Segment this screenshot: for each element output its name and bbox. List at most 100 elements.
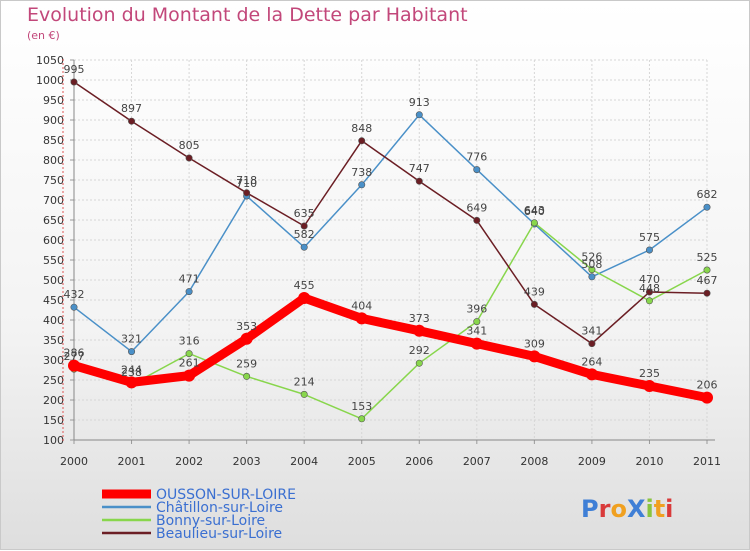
data-label: 264 xyxy=(581,355,602,368)
logo-letter: i xyxy=(645,495,653,523)
series-line-0 xyxy=(69,293,712,403)
data-point xyxy=(703,203,711,211)
data-label: 682 xyxy=(697,188,718,201)
y-tick-label: 400 xyxy=(43,314,64,327)
x-tick-label: 2004 xyxy=(290,455,318,468)
data-point xyxy=(358,137,366,145)
y-tick-label: 700 xyxy=(43,194,64,207)
data-label: 316 xyxy=(179,335,200,348)
x-tick-label: 2009 xyxy=(578,455,606,468)
data-point xyxy=(243,372,251,380)
logo-letter: t xyxy=(654,495,665,523)
data-label: 309 xyxy=(524,337,545,350)
data-label: 404 xyxy=(351,299,372,312)
data-label: 467 xyxy=(697,274,718,287)
y-tick-label: 250 xyxy=(43,374,64,387)
legend-label-2: Bonny-sur-Loire xyxy=(156,513,265,529)
data-label: 508 xyxy=(581,258,602,271)
data-label: 341 xyxy=(466,325,487,338)
x-tick-label: 2003 xyxy=(233,455,261,468)
y-tick-label: 100 xyxy=(43,434,64,447)
data-point xyxy=(185,288,193,296)
data-point xyxy=(473,318,481,326)
x-tick-label: 2005 xyxy=(348,455,376,468)
x-tick-label: 2000 xyxy=(60,455,88,468)
data-point xyxy=(643,380,656,392)
data-point xyxy=(701,391,713,404)
data-label: 214 xyxy=(294,375,315,388)
y-tick-label: 1000 xyxy=(36,74,64,87)
logo-letter: r xyxy=(599,495,611,523)
data-label: 259 xyxy=(236,357,257,370)
data-point xyxy=(185,154,193,162)
chart-title: Evolution du Montant de la Dette par Hab… xyxy=(27,4,468,26)
data-label: 805 xyxy=(179,139,200,152)
data-label: 710 xyxy=(236,177,257,190)
data-label: 206 xyxy=(697,379,718,392)
data-label: 649 xyxy=(466,201,487,214)
data-label: 635 xyxy=(294,207,315,220)
data-point xyxy=(358,181,366,189)
data-point xyxy=(645,246,653,254)
y-tick-label: 950 xyxy=(43,94,64,107)
series-line-1 xyxy=(73,114,708,353)
data-label: 525 xyxy=(697,251,718,264)
data-label: 897 xyxy=(121,102,142,115)
x-tick-label: 2008 xyxy=(520,455,548,468)
data-label: 432 xyxy=(64,288,85,301)
data-point xyxy=(125,376,138,389)
y-tick-label: 500 xyxy=(43,274,64,287)
x-tick-label: 2007 xyxy=(463,455,491,468)
data-label: 582 xyxy=(294,228,315,241)
data-label: 526 xyxy=(581,251,602,264)
data-label: 470 xyxy=(639,273,660,286)
y-tick-label: 750 xyxy=(43,174,64,187)
data-label: 353 xyxy=(236,320,257,333)
data-point xyxy=(300,390,308,398)
x-tick-label: 2002 xyxy=(175,455,203,468)
data-label: 238 xyxy=(121,366,142,379)
logo-letter: o xyxy=(610,495,627,523)
y-tick-label: 650 xyxy=(43,214,64,227)
y-tick-label: 200 xyxy=(43,394,64,407)
series-layer xyxy=(68,78,713,423)
logo-letter: X xyxy=(627,495,646,523)
y-tick-label: 600 xyxy=(43,234,64,247)
y-tick-label: 450 xyxy=(43,294,64,307)
data-label: 848 xyxy=(351,122,372,135)
data-point xyxy=(470,337,483,350)
data-point xyxy=(588,266,596,274)
series-line-3 xyxy=(73,81,708,345)
x-tick-label: 2001 xyxy=(118,455,146,468)
grid xyxy=(73,59,708,441)
data-label: 153 xyxy=(351,400,372,413)
x-tick-label: 2010 xyxy=(635,455,663,468)
y-tick-label: 300 xyxy=(43,354,64,367)
data-label: 277 xyxy=(64,350,85,363)
data-label: 575 xyxy=(639,231,660,244)
y-tick-label: 350 xyxy=(43,334,64,347)
logo-letter: P xyxy=(581,495,599,523)
data-label: 235 xyxy=(639,367,660,380)
legend-label-0: OUSSON-SUR-LOIRE xyxy=(156,487,296,503)
data-label: 373 xyxy=(409,312,430,325)
data-point xyxy=(68,359,80,372)
data-label: 738 xyxy=(351,166,372,179)
data-point xyxy=(703,289,711,297)
data-point xyxy=(300,243,308,251)
data-point xyxy=(528,350,541,363)
y-tick-label: 900 xyxy=(43,114,64,127)
data-label: 396 xyxy=(466,303,487,316)
data-label: 448 xyxy=(639,282,660,295)
data-point xyxy=(300,222,308,230)
axes: 100 150 200 250 300 350 400 450 500 550 600 650 700 7… xyxy=(36,54,721,468)
data-point xyxy=(588,340,596,348)
data-label: 439 xyxy=(524,285,545,298)
legend-label-1: Châtillon-sur-Loire xyxy=(156,500,283,516)
data-point xyxy=(530,219,538,227)
data-point xyxy=(415,177,423,185)
data-label: 913 xyxy=(409,96,430,109)
data-point xyxy=(585,368,598,381)
x-tick-label: 2011 xyxy=(693,455,721,468)
